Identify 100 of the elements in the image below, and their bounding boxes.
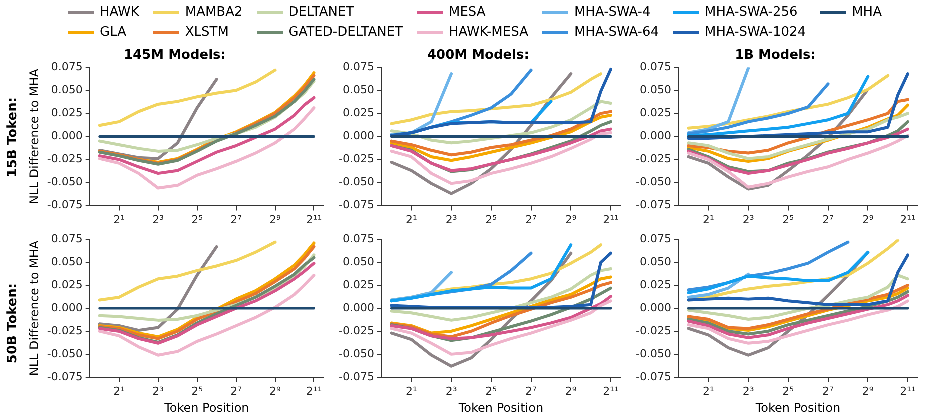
- y-tick-label: 0.075: [640, 232, 672, 246]
- x-tick-label: 2⁹: [270, 384, 281, 398]
- x-tick-label: 2¹¹: [306, 384, 322, 398]
- x-tick-label: 2⁹: [565, 384, 577, 398]
- x-tick-label: 2¹: [114, 213, 126, 226]
- x-tick-label: 2⁵: [486, 213, 498, 226]
- legend-label: XLSTM: [185, 24, 229, 40]
- x-tick-label: 2³: [742, 384, 754, 398]
- x-tick-label: 2⁵: [192, 213, 204, 226]
- x-tick-label: 2³: [446, 384, 458, 398]
- legend-label: MESA: [448, 4, 486, 20]
- y-tick-label: 0.050: [51, 255, 83, 268]
- legend-label: GLA: [100, 24, 127, 40]
- y-tick-label: 0.050: [342, 255, 374, 268]
- y-tick-label: -0.050: [338, 176, 374, 189]
- x-tick-label: 2¹¹: [306, 213, 322, 226]
- x-tick-label: 2¹: [702, 384, 714, 398]
- x-tick-label: 2⁹: [862, 213, 874, 226]
- x-tick-label: 2¹¹: [603, 384, 619, 398]
- legend-label: MHA-SWA-1024: [705, 24, 806, 40]
- y-tick-label: -0.075: [636, 198, 672, 212]
- y-tick-label: 0.050: [640, 255, 672, 268]
- chart-title: 400M Models:: [428, 48, 530, 64]
- y-tick-label: 0.050: [640, 83, 672, 96]
- legend-label: MHA-SWA-64: [574, 24, 659, 40]
- chart-title: 145M Models:: [124, 48, 226, 64]
- x-tick-label: 2¹: [702, 213, 714, 226]
- y-tick-label: -0.025: [47, 152, 83, 166]
- x-tick-label: 2¹¹: [900, 213, 916, 226]
- y-tick-label: 0.000: [51, 130, 83, 143]
- x-tick-label: 2⁵: [782, 384, 794, 398]
- y-tick-label: -0.025: [47, 324, 83, 338]
- y-tick-label: 0.075: [640, 60, 672, 74]
- x-tick-label: 2¹: [406, 384, 418, 398]
- y-tick-label: -0.025: [338, 152, 374, 166]
- y-tick-label: 0.050: [51, 83, 83, 96]
- x-axis-title: Token Position: [164, 400, 250, 415]
- y-tick-label: 0.075: [51, 60, 83, 74]
- y-tick-label: 0.025: [640, 278, 672, 292]
- x-tick-label: 2⁷: [822, 213, 834, 226]
- text: 50B Token:: [6, 282, 21, 364]
- y-tick-label: -0.075: [47, 370, 83, 384]
- x-tick-label: 2⁹: [270, 213, 281, 226]
- x-tick-label: 2¹¹: [603, 213, 619, 226]
- y-tick-label: 0.000: [640, 301, 672, 314]
- x-tick-label: 2³: [446, 213, 458, 226]
- x-tick-label: 2³: [152, 384, 164, 398]
- y-axis-title: NLL Difference to MHA: [27, 68, 42, 204]
- y-tick-label: 0.000: [51, 301, 83, 314]
- y-tick-label: -0.025: [338, 324, 374, 338]
- x-axis-title: Token Position: [458, 400, 544, 415]
- x-tick-label: 2⁷: [230, 213, 242, 226]
- x-tick-label: 2⁷: [526, 384, 537, 398]
- x-tick-label: 2⁵: [486, 384, 498, 398]
- y-tick-label: 0.000: [640, 130, 672, 143]
- x-tick-label: 2⁷: [230, 384, 242, 398]
- y-tick-label: 0.075: [342, 232, 374, 246]
- y-tick-label: -0.050: [47, 176, 83, 189]
- legend-label: GATED-DELTANET: [288, 24, 403, 40]
- y-tick-label: 0.025: [640, 106, 672, 120]
- y-tick-label: -0.075: [338, 370, 374, 384]
- x-tick-label: 2⁷: [822, 384, 834, 398]
- y-tick-label: -0.025: [636, 152, 672, 166]
- y-tick-label: 0.000: [342, 301, 374, 314]
- legend-label: MHA-SWA-4: [574, 4, 651, 20]
- y-tick-label: -0.050: [47, 347, 83, 360]
- legend-label: HAWK: [100, 4, 140, 20]
- legend-label: MHA-SWA-256: [705, 4, 798, 20]
- legend-label: HAWK-MESA: [448, 24, 528, 40]
- x-tick-label: 2¹: [406, 213, 418, 226]
- x-tick-label: 2⁹: [565, 213, 577, 226]
- y-tick-label: 0.025: [51, 106, 83, 120]
- x-tick-label: 2³: [152, 213, 164, 226]
- y-tick-label: -0.075: [636, 370, 672, 384]
- y-tick-label: 0.075: [342, 60, 374, 74]
- y-tick-label: -0.025: [636, 324, 672, 338]
- y-tick-label: -0.050: [636, 347, 672, 360]
- y-tick-label: 0.075: [51, 232, 83, 246]
- y-tick-label: -0.075: [47, 198, 83, 212]
- y-tick-label: -0.050: [636, 176, 672, 189]
- text: 15B Token:: [6, 96, 21, 178]
- y-tick-label: 0.025: [51, 278, 83, 292]
- y-tick-label: 0.025: [342, 106, 374, 120]
- x-tick-label: 2⁵: [782, 213, 794, 226]
- x-tick-label: 2¹: [114, 384, 126, 398]
- x-axis-title: Token Position: [754, 400, 841, 415]
- y-tick-label: 0.025: [342, 278, 374, 292]
- x-tick-label: 2⁷: [526, 213, 537, 226]
- y-tick-label: -0.050: [338, 347, 374, 360]
- legend-label: MHA: [852, 4, 882, 20]
- y-tick-label: 0.050: [342, 83, 374, 96]
- y-tick-label: 0.000: [342, 130, 374, 143]
- chart-title: 1B Models:: [735, 48, 816, 64]
- y-tick-label: -0.075: [338, 198, 374, 212]
- x-tick-label: 2⁵: [192, 384, 204, 398]
- y-axis-title: NLL Difference to MHA: [27, 240, 42, 376]
- x-tick-label: 2³: [742, 213, 754, 226]
- x-tick-label: 2⁹: [862, 384, 874, 398]
- legend-label: DELTANET: [288, 4, 354, 20]
- legend-label: MAMBA2: [185, 4, 243, 20]
